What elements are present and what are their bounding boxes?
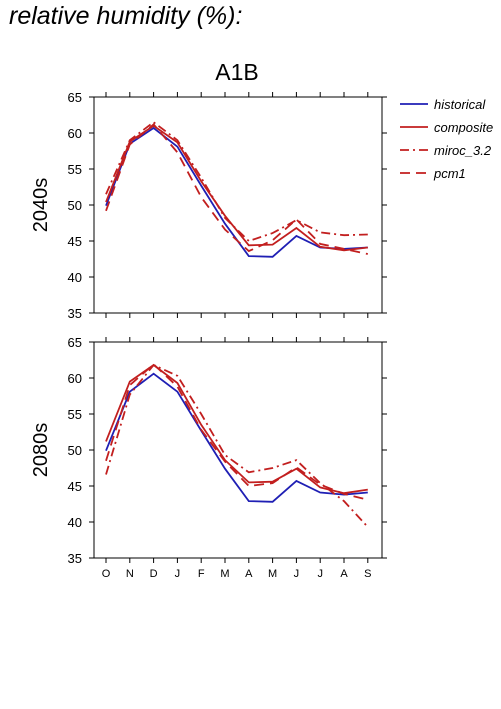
y-tick-label: 50 — [68, 443, 82, 458]
panel-2040s: 35 40 45 50 55 60 65 2040s — [30, 90, 387, 321]
series-line-miroc-3-2 — [105, 363, 369, 528]
x-tick-label: J — [317, 568, 323, 580]
x-tick-label: J — [175, 568, 181, 580]
y-tick-label: 55 — [68, 162, 82, 177]
x-tick-label: A — [340, 568, 348, 580]
legend-label: pcm1 — [433, 166, 466, 181]
x-tick-label: A — [245, 568, 253, 580]
panel-2080s: 35 40 45 50 55 60 65 O N D J F M A M J J A S 2080s — [30, 335, 387, 580]
x-tick-label: M — [220, 568, 229, 580]
legend-label: composite — [434, 120, 493, 135]
plot-frame — [93, 96, 383, 314]
legend: historical composite miroc_3.2 pcm1 — [400, 97, 493, 181]
x-tick-label: D — [150, 568, 158, 580]
y-tick-label: 35 — [68, 306, 82, 321]
series-line-pcm1 — [105, 363, 369, 501]
series-line-pcm1 — [105, 123, 368, 255]
legend-label: miroc_3.2 — [434, 143, 492, 158]
y-tick-label: 45 — [68, 479, 82, 494]
series-line-miroc-3-2 — [105, 121, 368, 243]
period-label: 2040s — [30, 178, 52, 233]
x-tick-label: N — [126, 568, 134, 580]
x-tick-label: M — [268, 568, 277, 580]
series-line-historical — [105, 372, 368, 503]
y-tick-label: 60 — [68, 371, 82, 386]
series-line-historical — [105, 126, 368, 258]
x-tick-label: J — [294, 568, 300, 580]
scenario-title: A1B — [215, 59, 258, 85]
x-tick-label: O — [102, 568, 111, 580]
x-tick-label: S — [364, 568, 371, 580]
y-tick-label: 40 — [68, 515, 82, 530]
y-tick-label: 65 — [68, 90, 82, 105]
x-tick-label: F — [198, 568, 205, 580]
legend-label: historical — [434, 97, 486, 112]
page-title: relative humidity (%): — [9, 2, 243, 30]
series-line-composite — [105, 124, 368, 252]
y-tick-label: 65 — [68, 335, 82, 350]
panels: 35 40 45 50 55 60 65 2040s 35 40 45 50 55 60 65 O N D J F M A… — [30, 90, 387, 580]
plot-frame — [93, 341, 383, 559]
period-label: 2080s — [30, 423, 52, 478]
y-tick-label: 50 — [68, 198, 82, 213]
y-tick-label: 40 — [68, 270, 82, 285]
y-tick-label: 45 — [68, 234, 82, 249]
y-tick-label: 35 — [68, 551, 82, 566]
y-tick-label: 55 — [68, 407, 82, 422]
y-tick-label: 60 — [68, 126, 82, 141]
